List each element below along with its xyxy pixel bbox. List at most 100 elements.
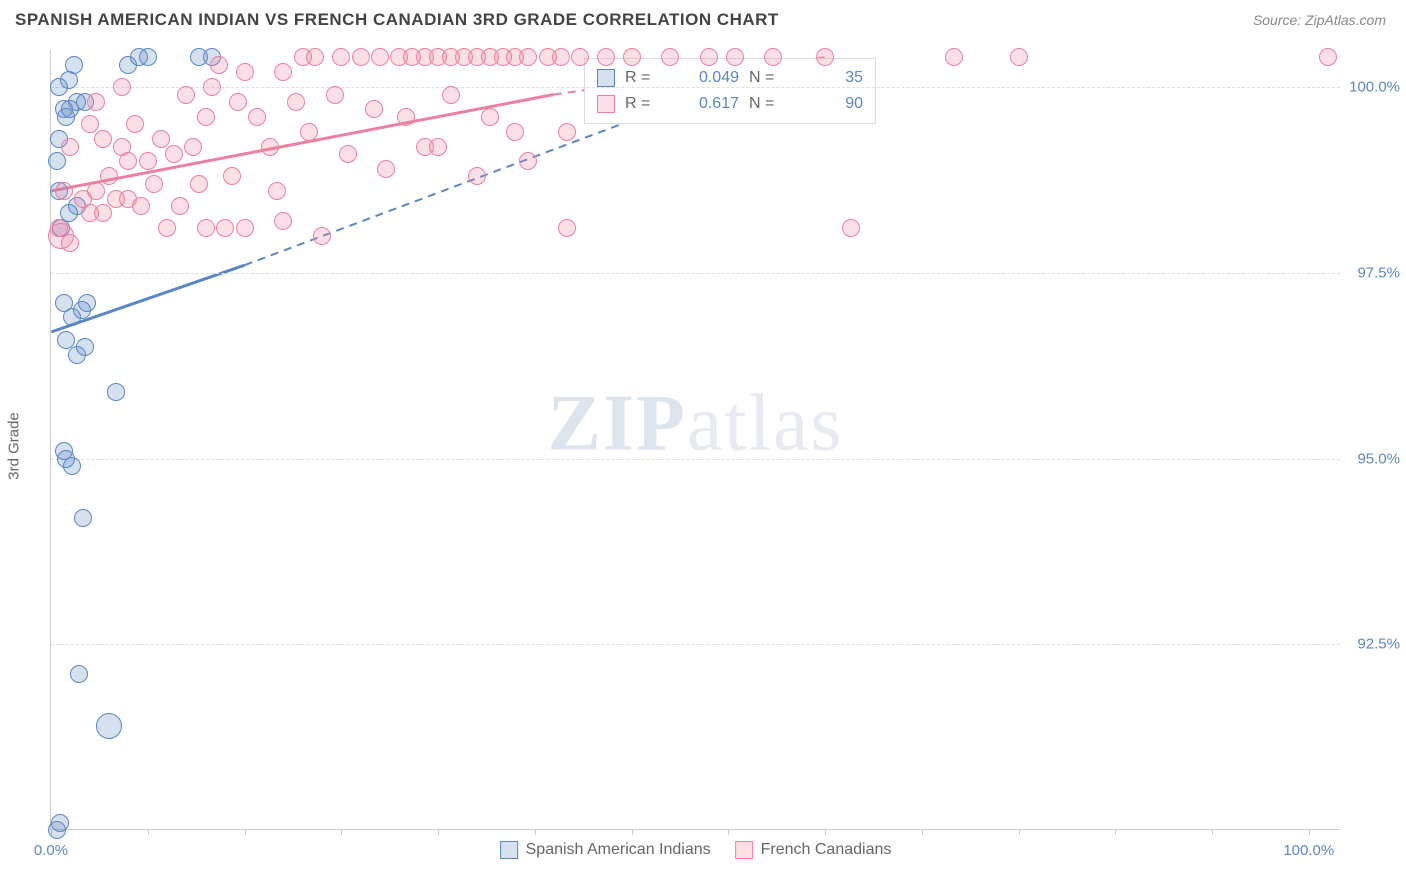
- data-point: [700, 48, 718, 66]
- data-point: [332, 48, 350, 66]
- x-tick: [245, 829, 246, 835]
- data-point: [197, 108, 215, 126]
- data-point: [78, 294, 96, 312]
- data-point: [326, 86, 344, 104]
- watermark-zip: ZIP: [548, 379, 687, 467]
- data-point: [74, 509, 92, 527]
- data-point: [623, 48, 641, 66]
- chart-header: SPANISH AMERICAN INDIAN VS FRENCH CANADI…: [0, 0, 1406, 38]
- n-value: 90: [793, 95, 863, 113]
- watermark: ZIPatlas: [548, 378, 844, 469]
- data-point: [184, 138, 202, 156]
- data-point: [216, 219, 234, 237]
- gridline: [51, 644, 1340, 645]
- x-tick: [341, 829, 342, 835]
- data-point: [203, 78, 221, 96]
- data-point: [94, 130, 112, 148]
- data-point: [313, 227, 331, 245]
- data-point: [223, 167, 241, 185]
- data-point: [416, 138, 434, 156]
- data-point: [365, 100, 383, 118]
- data-point: [519, 152, 537, 170]
- watermark-atlas: atlas: [687, 379, 844, 467]
- data-point: [55, 182, 73, 200]
- x-tick: [922, 829, 923, 835]
- trend-lines: [51, 50, 1340, 829]
- x-tick: [1019, 829, 1020, 835]
- data-point: [300, 123, 318, 141]
- data-point: [94, 204, 112, 222]
- source-attribution: Source: ZipAtlas.com: [1253, 12, 1386, 28]
- legend-item-blue: Spanish American Indians: [500, 841, 711, 859]
- data-point: [100, 167, 118, 185]
- y-tick-label: 92.5%: [1357, 636, 1400, 653]
- data-point: [113, 138, 131, 156]
- data-point: [571, 48, 589, 66]
- n-label: N =: [749, 69, 783, 87]
- data-point: [1319, 48, 1337, 66]
- data-point: [132, 197, 150, 215]
- x-tick-label: 0.0%: [34, 842, 68, 859]
- legend-label: French Canadians: [761, 841, 892, 859]
- data-point: [261, 138, 279, 156]
- data-point: [51, 814, 69, 832]
- legend-label: Spanish American Indians: [526, 841, 711, 859]
- chart-title: SPANISH AMERICAN INDIAN VS FRENCH CANADI…: [15, 10, 779, 30]
- y-axis-label: 3rd Grade: [6, 412, 23, 480]
- data-point: [152, 130, 170, 148]
- x-tick: [825, 829, 826, 835]
- data-point: [597, 48, 615, 66]
- data-point: [287, 93, 305, 111]
- data-point: [48, 152, 66, 170]
- swatch-pink: [735, 841, 753, 859]
- data-point: [1010, 48, 1028, 66]
- x-tick: [148, 829, 149, 835]
- data-point: [61, 100, 79, 118]
- x-tick: [1115, 829, 1116, 835]
- swatch-blue: [500, 841, 518, 859]
- data-point: [726, 48, 744, 66]
- data-point: [442, 86, 460, 104]
- data-point: [397, 108, 415, 126]
- data-point: [87, 182, 105, 200]
- data-point: [236, 63, 254, 81]
- data-point: [171, 197, 189, 215]
- data-point: [96, 713, 122, 739]
- data-point: [177, 86, 195, 104]
- data-point: [236, 219, 254, 237]
- data-point: [139, 152, 157, 170]
- data-point: [268, 182, 286, 200]
- series-legend: Spanish American Indians French Canadian…: [500, 841, 892, 859]
- n-value: 35: [793, 69, 863, 87]
- data-point: [57, 331, 75, 349]
- data-point: [468, 167, 486, 185]
- r-value: 0.049: [669, 69, 739, 87]
- y-tick-label: 100.0%: [1349, 79, 1400, 96]
- data-point: [506, 123, 524, 141]
- data-point: [229, 93, 247, 111]
- data-point: [552, 48, 570, 66]
- data-point: [126, 115, 144, 133]
- gridline: [51, 273, 1340, 274]
- data-point: [76, 338, 94, 356]
- r-label: R =: [625, 69, 659, 87]
- scatter-chart: ZIPatlas R = 0.049 N = 35 R = 0.617 N = …: [50, 50, 1340, 830]
- data-point: [558, 123, 576, 141]
- data-point: [139, 48, 157, 66]
- gridline: [51, 87, 1340, 88]
- x-tick: [535, 829, 536, 835]
- x-tick: [1212, 829, 1213, 835]
- data-point: [377, 160, 395, 178]
- data-point: [197, 219, 215, 237]
- data-point: [165, 145, 183, 163]
- data-point: [339, 145, 357, 163]
- data-point: [210, 56, 228, 74]
- data-point: [816, 48, 834, 66]
- data-point: [61, 138, 79, 156]
- data-point: [519, 48, 537, 66]
- data-point: [274, 63, 292, 81]
- data-point: [55, 294, 73, 312]
- x-tick: [438, 829, 439, 835]
- data-point: [65, 56, 83, 74]
- data-point: [107, 383, 125, 401]
